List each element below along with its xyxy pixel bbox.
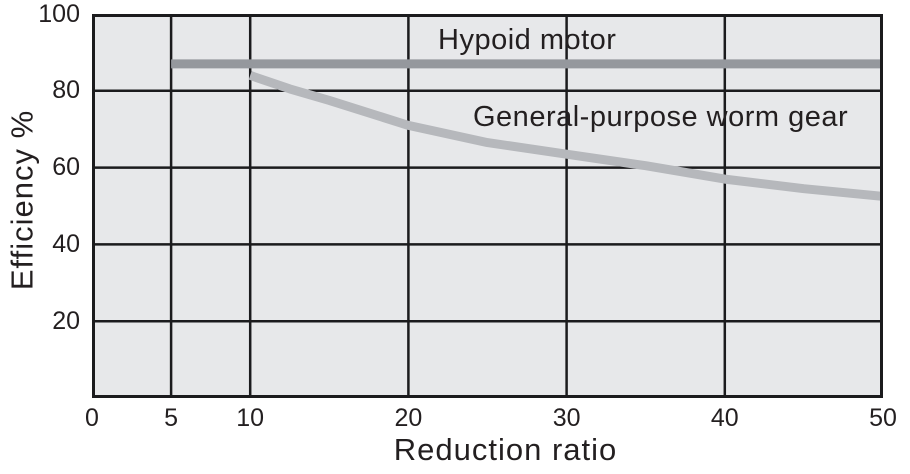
x-tick-label: 50: [869, 404, 897, 432]
y-tick-label: 60: [52, 153, 80, 182]
x-tick-label: 5: [164, 404, 179, 432]
plot-area: Hypoid motor General-purpose worm gear: [92, 14, 883, 398]
y-tick-label: 80: [52, 76, 80, 105]
y-tick-label: 100: [38, 0, 80, 28]
plot-border: [92, 14, 883, 398]
x-axis-title: Reduction ratio: [393, 432, 618, 467]
x-tick-label: 20: [394, 404, 423, 432]
x-tick-label: 10: [236, 404, 265, 432]
series-line-1: [248, 71, 883, 201]
series-label-general-purpose-worm-gear: General-purpose worm gear: [473, 101, 849, 133]
x-tick-label: 30: [552, 404, 581, 432]
x-tick-label: 0: [85, 404, 99, 432]
plot-background: [92, 14, 883, 398]
series-label-hypoid-motor: Hypoid motor: [438, 24, 617, 56]
y-axis-title: Efficiency %: [4, 109, 40, 291]
plot-canvas: [92, 14, 883, 398]
y-tick-label: 20: [52, 306, 80, 335]
y-tick-label: 40: [52, 229, 80, 258]
x-tick-label: 40: [710, 404, 739, 432]
